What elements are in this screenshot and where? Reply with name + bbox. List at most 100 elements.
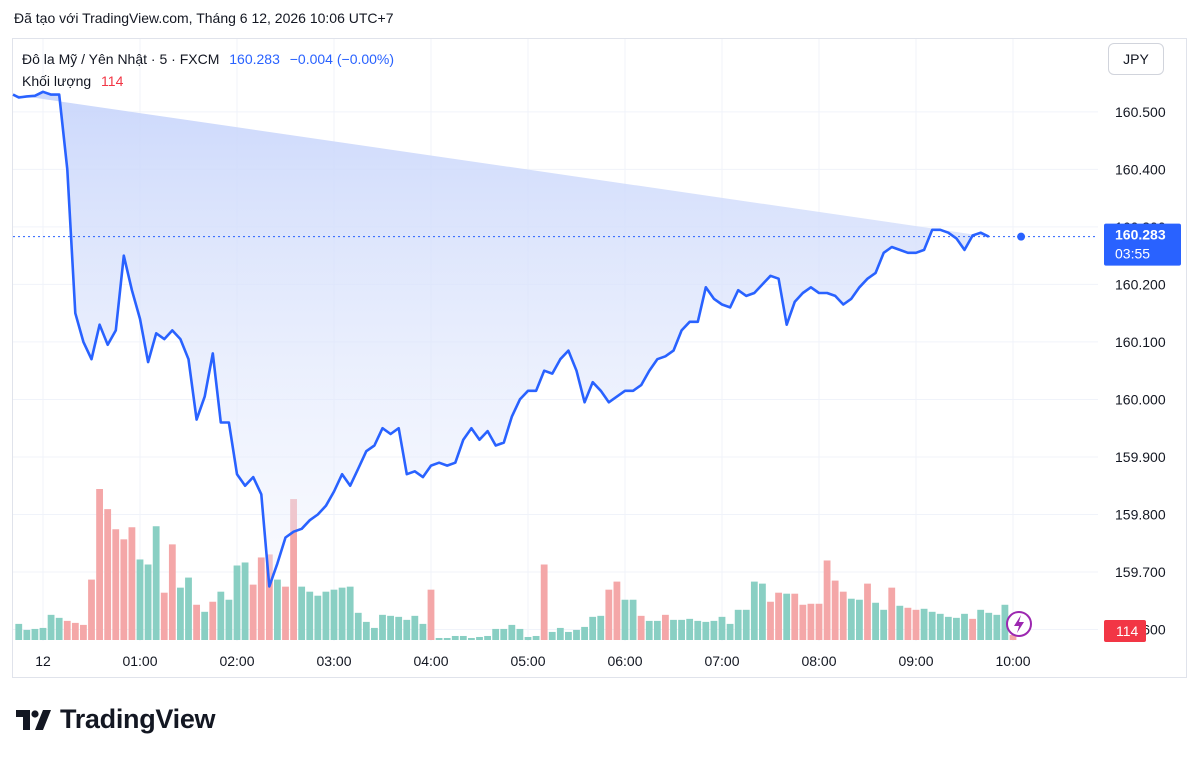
volume-bar xyxy=(581,626,588,640)
volume-bar xyxy=(694,620,702,640)
volume-value: 114 xyxy=(101,73,124,89)
volume-bar xyxy=(15,623,23,640)
lightning-icon[interactable] xyxy=(1006,611,1032,637)
volume-bar xyxy=(856,599,863,640)
chart-frame[interactable] xyxy=(12,38,1187,678)
volume-bar xyxy=(419,623,427,640)
volume-bar xyxy=(39,627,47,640)
volume-bar xyxy=(354,612,362,640)
price-tick-label: 160.400 xyxy=(1115,161,1166,177)
brand-name: TradingView xyxy=(60,704,216,734)
volume-bar xyxy=(807,603,815,640)
volume-bar xyxy=(484,635,491,640)
volume-bar xyxy=(387,615,394,640)
tradingview-logo[interactable]: TradingView xyxy=(16,704,216,735)
volume-bar xyxy=(936,613,944,640)
volume-bar xyxy=(953,617,960,640)
symbol-title[interactable]: Đô la Mỹ / Yên Nhật · 5 · FXCM xyxy=(22,51,220,67)
price-tick-label: 159.700 xyxy=(1115,564,1166,580)
price-area xyxy=(13,91,989,587)
chart-created-caption: Đã tạo với TradingView.com, Tháng 6 12, … xyxy=(14,10,394,26)
currency-button[interactable]: JPY xyxy=(1108,43,1164,75)
volume-bar xyxy=(573,629,580,640)
time-tick-label: 12 xyxy=(35,653,51,669)
volume-bar xyxy=(993,614,1001,640)
volume-bar xyxy=(298,586,306,640)
volume-bar xyxy=(686,618,694,640)
volume-bar xyxy=(282,586,289,640)
volume-bar xyxy=(241,562,249,640)
volume-bar xyxy=(459,635,467,640)
volume-bar xyxy=(1001,604,1009,640)
time-tick-label: 03:00 xyxy=(316,653,351,669)
volume-bar xyxy=(322,591,330,640)
tradingview-logo-icon xyxy=(16,709,51,730)
time-tick-label: 09:00 xyxy=(898,653,933,669)
volume-bar xyxy=(177,587,184,640)
volume-bar xyxy=(678,619,685,640)
volume-bar xyxy=(759,583,766,640)
time-axis: 12 01:00 02:00 03:00 04:00 05:00 06:00 07:00 08:… xyxy=(35,653,1031,669)
volume-bars xyxy=(15,489,1017,640)
price-tag xyxy=(1104,223,1181,266)
volume-bar xyxy=(864,583,871,640)
volume-bar xyxy=(783,593,791,640)
volume-bar xyxy=(314,595,322,640)
volume-bar xyxy=(597,615,605,640)
volume-bar xyxy=(839,591,847,640)
volume-bar xyxy=(872,602,879,640)
volume-bar xyxy=(427,589,435,640)
volume-bar xyxy=(233,565,241,640)
volume-bar xyxy=(589,616,597,640)
volume-bar xyxy=(160,592,168,640)
price-tick-label: 160.000 xyxy=(1115,391,1166,407)
volume-bar xyxy=(225,599,233,640)
volume-bar xyxy=(209,601,217,640)
last-price-marker xyxy=(1017,232,1026,241)
volume-bar xyxy=(193,604,200,640)
volume-bar xyxy=(112,529,120,640)
volume-bar xyxy=(977,609,985,640)
volume-bar xyxy=(346,586,354,640)
price-tag-countdown: 03:55 xyxy=(1115,246,1150,262)
volume-bar xyxy=(249,584,257,640)
time-tick-label: 08:00 xyxy=(801,653,836,669)
volume-bar xyxy=(144,564,152,640)
volume-bar xyxy=(791,593,799,640)
volume-bar xyxy=(912,609,920,640)
volume-bar xyxy=(500,628,508,640)
volume-bar xyxy=(556,627,564,640)
volume-bar xyxy=(96,489,103,640)
volume-label[interactable]: Khối lượng xyxy=(22,73,92,89)
volume-bar xyxy=(492,628,500,640)
volume-bar xyxy=(338,587,346,640)
volume-bar xyxy=(88,579,95,640)
volume-bar xyxy=(815,603,823,640)
volume-bar xyxy=(734,609,742,640)
volume-bar xyxy=(379,614,386,640)
volume-bar xyxy=(435,637,443,640)
volume-bar xyxy=(23,629,31,640)
volume-bar xyxy=(306,591,314,640)
time-tick-label: 04:00 xyxy=(413,653,448,669)
price-line xyxy=(12,90,990,588)
volume-bar xyxy=(920,608,928,640)
volume-bar xyxy=(257,557,265,640)
volume-bar xyxy=(395,616,403,640)
price-tick-label: 160.100 xyxy=(1115,334,1166,350)
volume-bar xyxy=(823,560,831,640)
volume-bar xyxy=(613,581,621,640)
volume-bar xyxy=(621,599,629,640)
volume-bar xyxy=(217,591,225,640)
volume-bar xyxy=(710,620,718,640)
legend-change: −0.004 (−0.00%) xyxy=(289,51,395,67)
volume-bar xyxy=(961,613,968,640)
volume-bar xyxy=(55,617,63,640)
volume-bar xyxy=(548,631,556,640)
volume-bar xyxy=(880,609,888,640)
volume-bar xyxy=(136,559,144,640)
volume-bar xyxy=(411,615,419,640)
volume-bar xyxy=(185,577,192,640)
volume-tag-value: 114 xyxy=(1116,623,1139,639)
